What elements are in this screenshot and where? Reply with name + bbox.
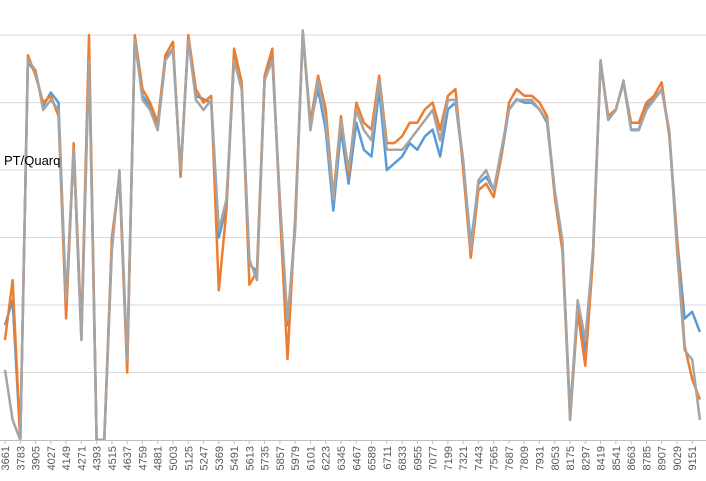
x-tick-label: 5735 <box>260 446 272 470</box>
x-tick-label: 3905 <box>31 446 43 470</box>
x-tick-label: 5247 <box>199 446 211 470</box>
x-tick-label: 8907 <box>657 446 669 470</box>
x-tick-label: 8297 <box>580 446 592 470</box>
x-tick-label: 7199 <box>443 446 455 470</box>
series-line <box>3 29 702 441</box>
x-tick-label: 4759 <box>137 446 149 470</box>
x-tick-label: 6711 <box>382 446 394 470</box>
x-tick-label: 6833 <box>397 446 409 470</box>
x-tick-label: 9151 <box>687 446 699 470</box>
x-tick-label: 6589 <box>367 446 379 470</box>
x-tick-label: 3783 <box>15 446 27 470</box>
plot-area <box>3 29 702 441</box>
x-tick-label: 7443 <box>473 446 485 470</box>
x-axis: 3661 3783 3905 4027 4149 4271 4393 4515 4637 4759… <box>0 440 706 470</box>
x-tick-label: 7565 <box>489 446 501 470</box>
x-tick-label: 4393 <box>92 446 104 470</box>
x-tick-label: 4271 <box>76 446 88 470</box>
x-tick-label: 8541 <box>611 446 623 470</box>
x-tick-label: 7077 <box>428 446 440 470</box>
x-tick-label: 4881 <box>153 446 165 470</box>
x-tick-label: 8663 <box>626 446 638 470</box>
x-tick-label: 4027 <box>46 446 58 470</box>
x-tick-label: 4515 <box>107 446 119 470</box>
x-tick-label: 6345 <box>336 446 348 470</box>
x-tick-label: 5369 <box>214 446 226 470</box>
x-tick-label: 5979 <box>290 446 302 470</box>
x-tick-label: 7931 <box>535 446 547 470</box>
x-tick-label: 5125 <box>183 446 195 470</box>
x-tick-label: 8785 <box>641 446 653 470</box>
x-tick-label: 8419 <box>596 446 608 470</box>
x-tick-label: 6101 <box>305 446 317 470</box>
x-tick-label: 7321 <box>458 446 470 470</box>
x-tick-label: 4149 <box>61 446 73 470</box>
x-tick-label: 4637 <box>122 446 134 470</box>
x-tick-label: 9029 <box>672 446 684 470</box>
x-tick-label: 6467 <box>351 446 363 470</box>
x-tick-label: 5491 <box>229 446 241 470</box>
x-tick-label: 6955 <box>412 446 424 470</box>
x-tick-label: 5613 <box>244 446 256 470</box>
annotation: PT/Quarq <box>4 153 60 168</box>
x-tick-label: 5003 <box>168 446 180 470</box>
x-tick-label: 6223 <box>321 446 333 470</box>
series-line <box>3 30 702 441</box>
x-tick-label: 8175 <box>565 446 577 470</box>
x-tick-label: 5857 <box>275 446 287 470</box>
x-tick-label: 8053 <box>550 446 562 470</box>
grid <box>0 34 706 374</box>
x-tick-label: 3661 <box>0 446 12 470</box>
x-tick-label: 7809 <box>519 446 531 470</box>
x-tick-label: 7687 <box>504 446 516 470</box>
